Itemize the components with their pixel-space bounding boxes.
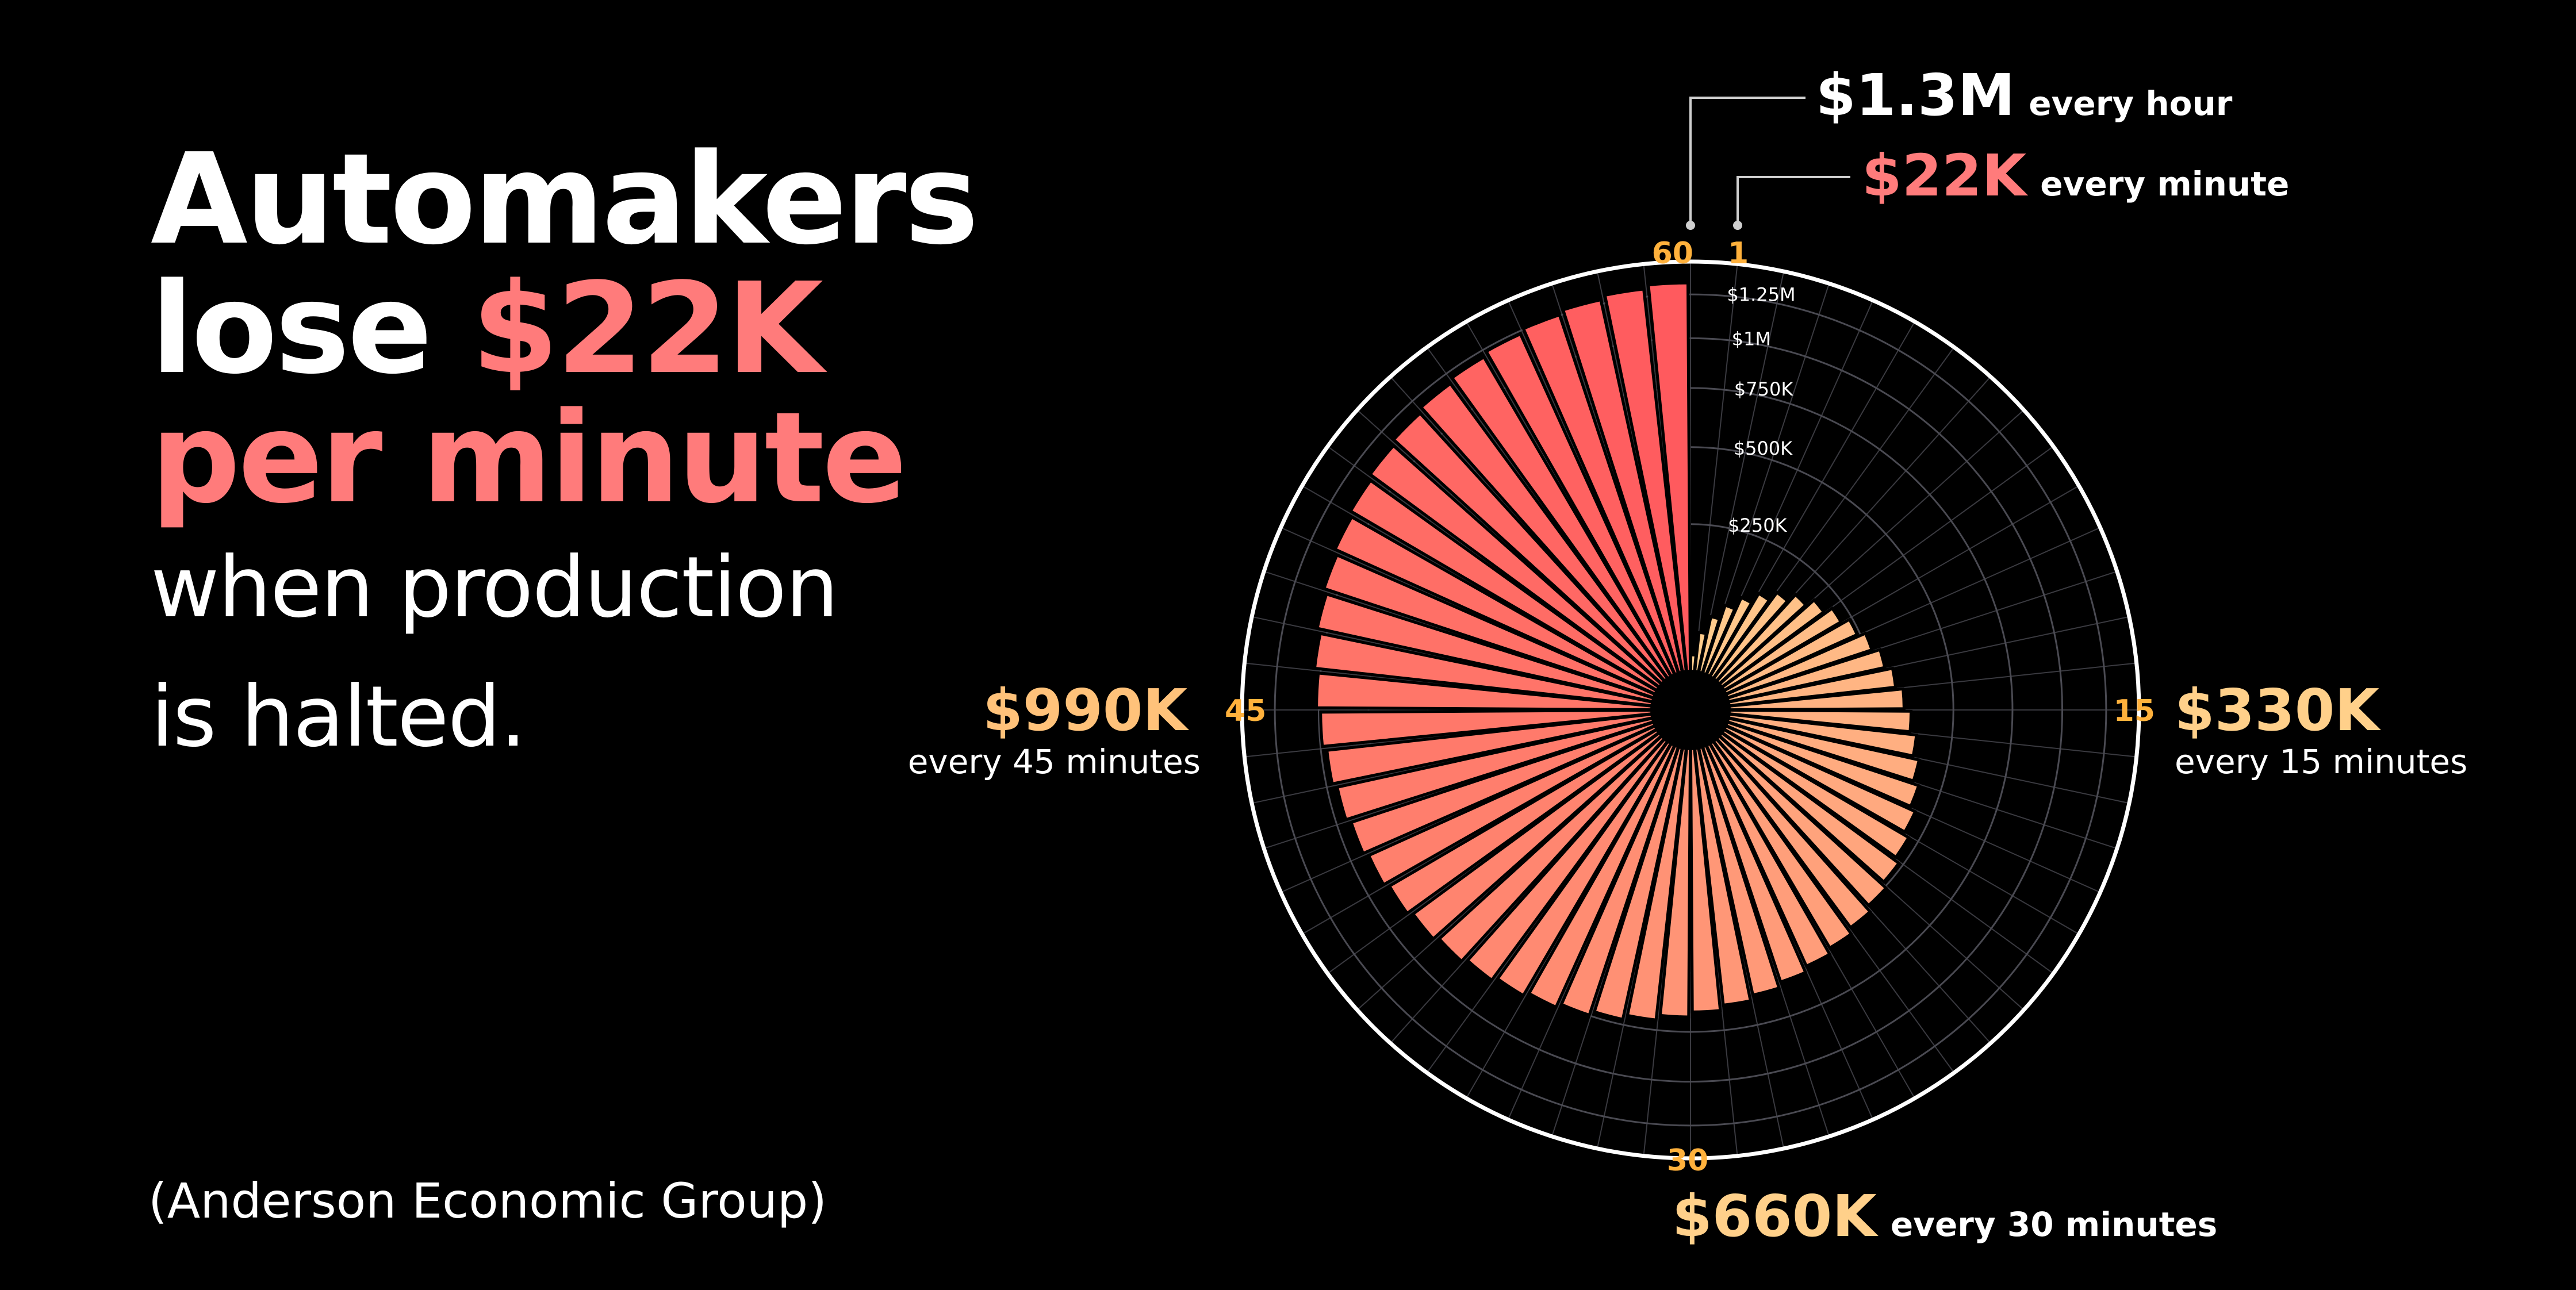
headline-line-2-prefix: lose xyxy=(151,256,471,402)
headline-line-2: lose $22K xyxy=(151,264,976,394)
headline-line-4: when production xyxy=(151,539,839,636)
bar-minute-19 xyxy=(1689,708,1920,808)
callout-value-minute: $22K every minute xyxy=(1862,142,2289,209)
bar-minute-23 xyxy=(1689,709,1888,908)
grid-ring xyxy=(1317,337,2064,1083)
minute-marker-1: 1 xyxy=(1728,236,1749,271)
bar-minute-33 xyxy=(1592,709,1692,1022)
bar-minute-35 xyxy=(1527,709,1692,1009)
bar-minute-57 xyxy=(1521,313,1692,711)
bar-minute-41 xyxy=(1367,708,1692,887)
bar-minute-52 xyxy=(1368,443,1692,712)
callout-value-hour: $1.3M every hour xyxy=(1816,62,2233,129)
bar-minute-42 xyxy=(1349,708,1692,855)
headline-line-3: per minute xyxy=(151,386,907,531)
bar-minute-12 xyxy=(1689,631,1874,712)
bar-minute-38 xyxy=(1437,709,1692,963)
radial-tick-label: $1.25M xyxy=(1727,283,1795,305)
minute-marker-layer: 60 1 15 30 45 xyxy=(1225,236,2155,1178)
radial-tick-label: $750K xyxy=(1734,378,1793,400)
radial-tick-label: $1M xyxy=(1732,328,1771,350)
radial-tick-layer: $250K $500K $750K $1M $1.25M xyxy=(1727,283,1795,536)
grid-ring xyxy=(1427,446,1954,974)
minute-marker-60: 60 xyxy=(1652,236,1693,271)
bar-minute-8 xyxy=(1689,592,1808,711)
bar-minute-58 xyxy=(1561,298,1692,711)
minute-marker-15: 15 xyxy=(2114,694,2155,728)
bar-minute-15 xyxy=(1690,687,1906,712)
radial-tick-label: $250K xyxy=(1728,515,1787,536)
callout-value-q15: $330K xyxy=(2175,677,2381,744)
leader-dot-minute xyxy=(1733,221,1742,230)
bar-minute-25 xyxy=(1689,709,1853,950)
center-hole xyxy=(1650,670,1731,750)
leader-line-minute xyxy=(1736,176,1850,223)
bar-minute-29 xyxy=(1689,709,1753,1007)
bar-minute-59 xyxy=(1603,287,1692,711)
bar-minute-36 xyxy=(1496,709,1692,998)
radial-tick-label: $500K xyxy=(1734,437,1793,459)
bar-minute-50 xyxy=(1333,515,1692,712)
bar-minute-54 xyxy=(1419,381,1692,711)
callout-text-q45: every 45 minutes xyxy=(908,742,1201,781)
bar-minute-22 xyxy=(1689,708,1901,884)
bar-layer xyxy=(1313,281,1921,1022)
headline: Automakers lose $22K per minute when pro… xyxy=(151,127,979,782)
bar-minute-28 xyxy=(1689,709,1781,997)
bar-minute-51 xyxy=(1348,478,1692,712)
callout-text-q30: every 30 minutes xyxy=(1891,1205,2217,1244)
callout-text-q15: every 15 minutes xyxy=(2175,742,2467,781)
bar-minute-14 xyxy=(1690,666,1897,712)
bar-minute-45 xyxy=(1319,708,1691,748)
callout-value-q45: $990K xyxy=(983,677,1189,744)
headline-line-1: Automakers xyxy=(151,127,979,272)
leader-dot-hour xyxy=(1686,221,1695,230)
grid-ring xyxy=(1274,293,2107,1127)
bar-minute-60 xyxy=(1647,281,1692,711)
bar-minute-53 xyxy=(1392,411,1692,711)
bar-minute-26 xyxy=(1689,709,1832,968)
bar-minute-9 xyxy=(1689,598,1826,712)
bar-minute-39 xyxy=(1411,708,1692,941)
bar-minute-55 xyxy=(1450,355,1692,711)
leader-line-hour xyxy=(1689,97,1805,223)
bar-minute-30 xyxy=(1689,709,1722,1013)
bar-minute-21 xyxy=(1689,708,1911,859)
bar-minute-40 xyxy=(1387,708,1692,916)
bar-minute-49 xyxy=(1322,553,1692,712)
bar-minute-48 xyxy=(1315,592,1691,712)
bar-minute-13 xyxy=(1690,647,1887,712)
grid-ring xyxy=(1367,387,2014,1033)
bar-minute-10 xyxy=(1689,606,1843,712)
bar-minute-34 xyxy=(1559,709,1692,1017)
bar-minute-43 xyxy=(1335,708,1691,821)
bar-minute-20 xyxy=(1689,708,1918,834)
minute-marker-45: 45 xyxy=(1225,694,1266,728)
callout-text-minute: every minute xyxy=(2040,164,2289,204)
headline-line-5: is halted. xyxy=(151,668,527,766)
bar-minute-11 xyxy=(1689,617,1860,712)
bar-minute-27 xyxy=(1689,709,1808,984)
headline-highlight-amount: $22K xyxy=(471,256,823,402)
callout-text-hour: every hour xyxy=(2029,84,2233,123)
bar-minute-56 xyxy=(1484,332,1692,711)
source-citation: (Anderson Economic Group) xyxy=(148,1173,827,1229)
bar-minute-44 xyxy=(1325,708,1691,786)
bar-minute-37 xyxy=(1465,709,1692,982)
callout-value-q30: $660K every 30 minutes xyxy=(1672,1182,2217,1250)
bar-minute-24 xyxy=(1689,709,1872,930)
outer-ring xyxy=(1240,259,2141,1161)
minute-marker-30: 30 xyxy=(1667,1143,1708,1178)
